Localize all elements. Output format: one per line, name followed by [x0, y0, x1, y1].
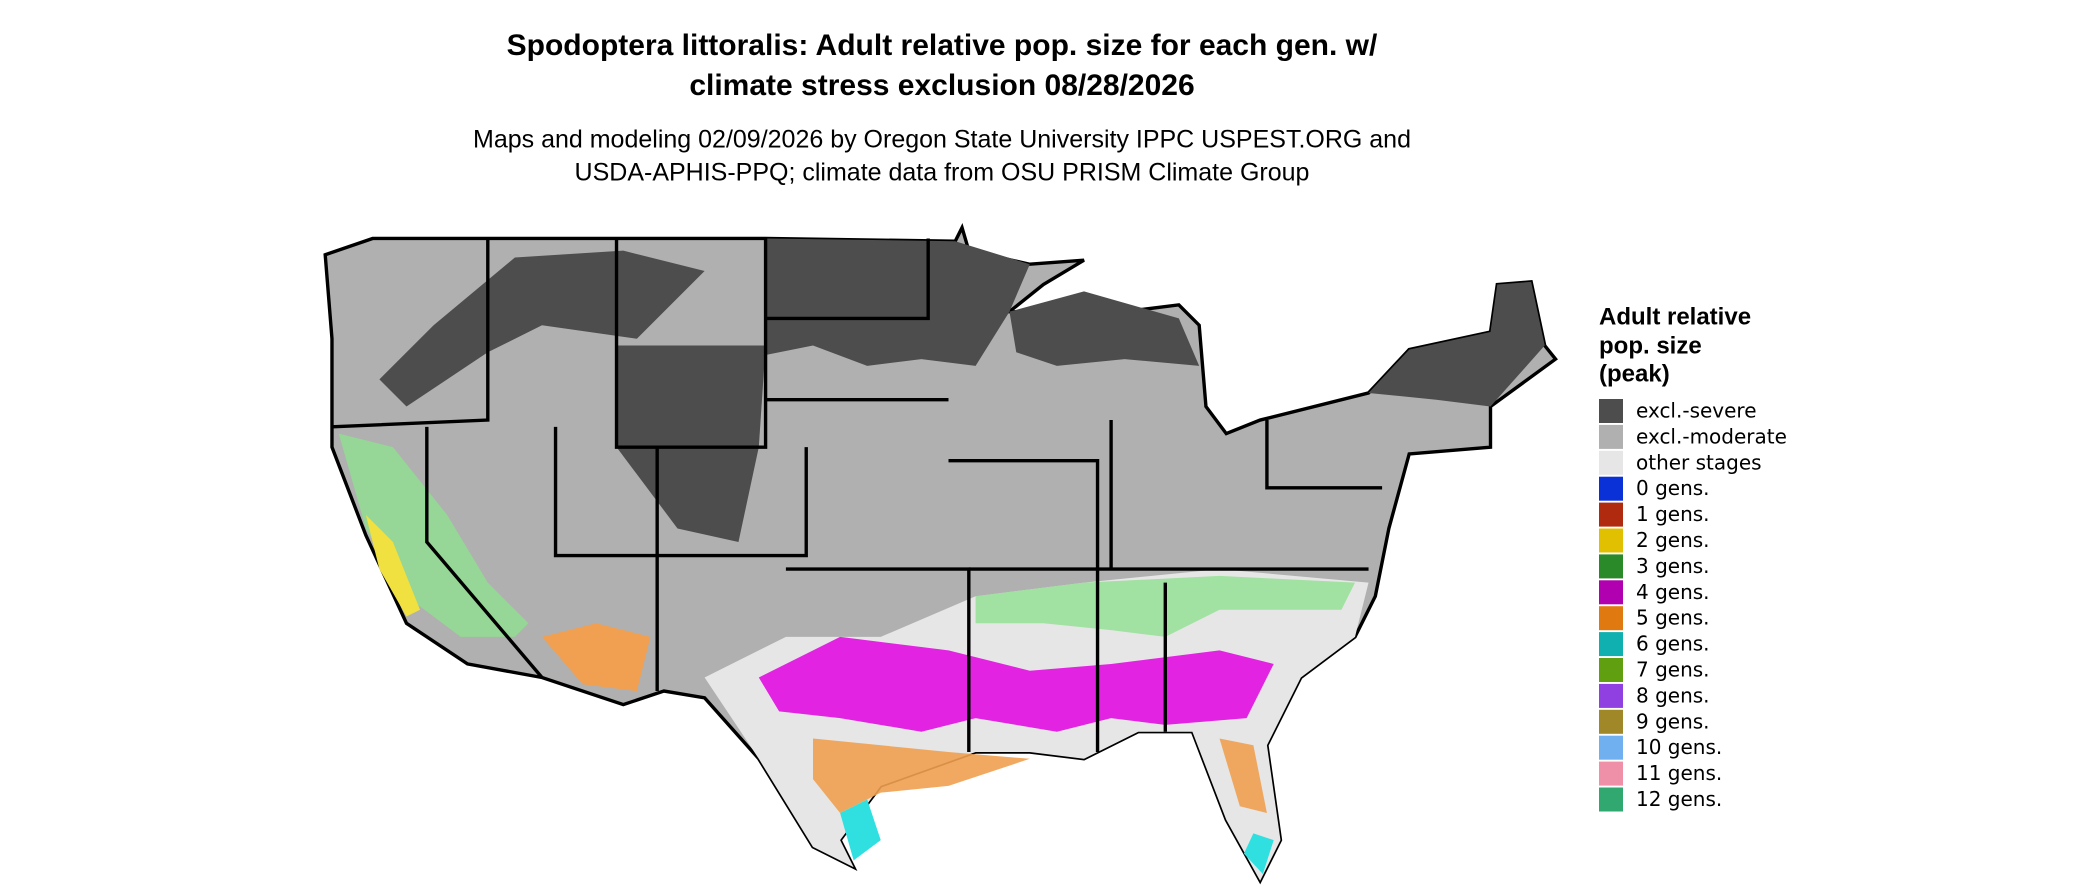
gens-2-region: [365, 514, 421, 617]
legend-label: excl.-severe: [1636, 399, 1757, 423]
legend-label: 12 gens.: [1636, 787, 1722, 811]
gens-6-region: [1243, 833, 1274, 874]
border: [765, 238, 930, 321]
gens-5-region: [542, 623, 651, 692]
gens-4-region: [758, 636, 1274, 732]
legend-swatch: [1599, 554, 1623, 579]
severe-region: [379, 250, 705, 407]
legend-swatch: [1599, 450, 1623, 475]
severe-region: [765, 238, 1030, 366]
map: [323, 223, 1558, 885]
title-line: climate stress exclusion 08/28/2026: [689, 69, 1194, 102]
severe-region: [616, 345, 766, 542]
severe-region: [1009, 291, 1200, 366]
legend-title: pop. size: [1599, 332, 1702, 359]
legend-label: 0 gens.: [1636, 476, 1710, 500]
legend-title: Adult relative: [1599, 303, 1751, 330]
legend-swatch: [1599, 683, 1623, 708]
border: [948, 459, 1100, 570]
title-line: Spodoptera littoralis: Adult relative po…: [507, 29, 1378, 62]
legend-label: 3 gens.: [1636, 554, 1710, 578]
legend-swatch: [1599, 787, 1623, 812]
border: [331, 238, 490, 429]
subtitle-line: Maps and modeling 02/09/2026 by Oregon S…: [473, 126, 1411, 154]
legend-swatch: [1599, 735, 1623, 760]
legend-swatch: [1599, 399, 1623, 423]
legend-label: 2 gens.: [1636, 528, 1710, 552]
legend-label: 6 gens.: [1636, 632, 1710, 656]
legend-label: 4 gens.: [1636, 580, 1710, 604]
california-mix: [338, 433, 529, 637]
legend-label: 11 gens.: [1636, 761, 1722, 785]
legend: Adult relative pop. size (peak) excl.-se…: [1599, 303, 1787, 812]
border: [553, 426, 808, 558]
legend-label: excl.-moderate: [1636, 424, 1787, 448]
border: [614, 238, 768, 449]
subtitle-line: USDA-APHIS-PPQ; climate data from OSU PR…: [575, 159, 1310, 187]
legend-label: other stages: [1636, 450, 1762, 474]
legend-swatch: [1599, 658, 1623, 682]
gens-6-region: [840, 799, 881, 861]
legend-swatch: [1599, 632, 1623, 657]
legend-label: 10 gens.: [1636, 735, 1722, 759]
gens-5-region: [813, 738, 1030, 813]
legend-swatch: [1599, 761, 1623, 786]
gens-5-region: [1219, 738, 1267, 813]
legend-label: 1 gens.: [1636, 502, 1710, 526]
legend-title: (peak): [1599, 360, 1670, 387]
legend-swatch: [1599, 528, 1623, 553]
legend-swatch: [1599, 709, 1623, 734]
border: [425, 426, 544, 679]
legend-label: 5 gens.: [1636, 606, 1710, 630]
legend-label: 7 gens.: [1636, 658, 1710, 682]
legend-swatch: [1599, 502, 1623, 527]
legend-swatch: [1599, 424, 1623, 449]
legend-swatch: [1599, 476, 1623, 501]
legend-swatch: [1599, 606, 1623, 631]
legend-label: 8 gens.: [1636, 683, 1710, 707]
severe-region: [1368, 281, 1545, 407]
border: [1265, 420, 1383, 490]
legend-label: 9 gens.: [1636, 709, 1710, 733]
state-borders: [331, 238, 1383, 753]
legend-swatch: [1599, 580, 1623, 605]
